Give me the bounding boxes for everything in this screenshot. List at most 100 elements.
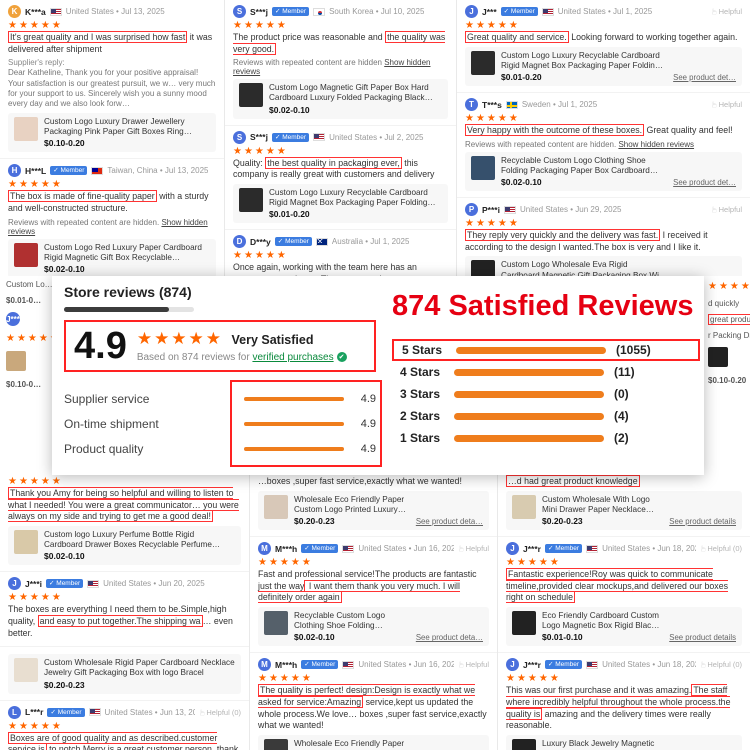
product-card[interactable]: Custom Wholesale With Logo Mini Drawer P… [506,490,742,531]
product-title: Wholesale Eco Friendly Paper Custom Logo… [294,738,405,750]
review-text: They reply very quickly and the delivery… [465,229,742,253]
avatar: K [8,5,21,18]
product-info: Custom Logo Magnetic Gift Paper Box Hard… [269,83,442,115]
review-region-date: Sweden • Jul 1, 2025 [521,100,598,110]
product-title: Wholesale Eco Friendly Paper Custom Logo… [294,494,405,514]
product-card[interactable]: Custom Logo Luxury Drawer Jewellery Pack… [8,112,216,153]
star-rating: ★★★★★ [233,145,288,157]
helpful-button[interactable]: ☞Helpful (0) [699,544,742,553]
product-title: Custom Wholesale With Logo Mini Drawer P… [542,494,650,514]
reviewer-name: D***y [250,236,271,247]
member-badge: Member [274,237,312,247]
avatar: P [465,203,478,217]
see-product-details-link[interactable]: See product deta… [415,517,483,527]
us-flag-icon [541,7,554,16]
metric-label: On-time shipment [64,416,159,431]
fragment-product-title: Custom Lo… [6,280,52,289]
metric-row: Supplier service 4.9 [64,386,376,411]
show-hidden-reviews-link[interactable]: Show hidden reviews [233,58,431,77]
right-edge-fragments: ★★★★★ d quickly great product! I'll be r… [704,276,750,475]
helpful-button[interactable]: ☞Helpful [711,7,742,16]
product-card[interactable]: Custom Logo Luxury Recyclable Cardboard … [465,46,742,87]
metric-label: Supplier service [64,391,150,406]
member-badge: Member [544,544,583,554]
see-product-details-link[interactable]: See product det… [673,73,736,83]
star-rating: ★★★★★ [258,673,313,685]
review-text: Great quality and service. Looking forwa… [465,31,742,44]
product-thumbnail [471,260,495,280]
highlighted-phrase: The quality is perfect! design:Design is… [258,684,476,709]
satisfied-reviews-panel: 874 Satisfied Reviews 5 Stars (1055) 4 S… [392,290,700,449]
product-card[interactable]: Recyclable Custom Logo Clothing Shoe Fol… [258,606,489,647]
product-card[interactable]: Custom Logo Red Luxury Paper Cardboard R… [8,238,216,278]
review-text: The boxes are everything I need them to … [8,604,241,639]
see-product-details-link[interactable]: See product det… [673,178,736,188]
product-card[interactable]: Luxury Black Jewelry Magnetic Closure Pa… [506,734,742,750]
helpful-label: Helpful [465,544,489,554]
helpful-button[interactable]: ☞Helpful [458,544,489,553]
product-card[interactable]: Custom logo Luxury Perfume Bottle Rigid … [8,525,241,566]
helpful-button[interactable]: ☞Helpful (0) [699,660,742,669]
reviewer-name: M***h [275,543,298,554]
avatar: T [465,98,478,112]
helpful-label: Helpful [718,7,742,16]
based-on-text: Based on 874 reviews for [136,352,250,363]
review-region-date: United States • Jul 1, 2025 [557,7,653,16]
highlighted-phrase: I want them thank you very much. I will … [258,579,460,604]
avatar: D [233,235,246,249]
member-badge: Member [47,707,85,717]
helpful-button[interactable]: ☞Helpful (0) [198,708,241,717]
us-flag-icon [88,708,101,717]
helpful-button[interactable]: ☞Helpful [711,205,742,214]
see-product-details-link[interactable]: See product details [669,633,736,643]
helpful-button[interactable]: ☞Helpful [458,660,489,669]
hidden-reviews-note: Reviews with repeated content are hidden… [233,58,448,76]
collage-column-bottom-right: …d had great product knowledge Custom Who… [498,470,750,750]
product-card[interactable]: Custom Logo Magnetic Gift Paper Box Hard… [233,79,448,119]
overall-stars: ★★★★★ [136,329,224,348]
product-title: Custom logo Luxury Perfume Bottle Rigid … [44,529,212,550]
review-card: L L***rMember United States • Jun 13, 2025… [0,701,249,750]
avatar: M [258,542,271,556]
product-card[interactable]: Eco Friendly Cardboard Custom Logo Magne… [506,606,742,647]
product-card[interactable]: Custom Wholesale Rigid Paper Cardboard N… [8,654,241,694]
show-hidden-reviews-link[interactable]: Show hidden reviews [8,217,208,236]
scroll-thumb[interactable] [64,307,169,312]
see-product-details-link[interactable]: See product details [669,517,736,527]
see-product-details-link[interactable]: See product deta… [415,633,483,643]
breakdown-row-5-stars: 5 Stars (1055) [392,339,700,361]
product-title: Custom Logo Red Luxury Paper Cardboard R… [44,242,202,262]
star-rating: ★★★★★ [506,557,561,569]
review-header: J J***rMember United States • Jun 18, 2025… [506,658,742,672]
product-card[interactable]: Wholesale Eco Friendly Paper Custom Logo… [258,734,489,750]
metric-value: 4.9 [360,442,376,455]
supplier-reply-label: Supplier's reply: [8,58,65,68]
text-segment: service,kept us updated the whole proces… [258,697,487,731]
product-card[interactable]: Recyclable Custom Logo Clothing Shoe Fol… [465,151,742,192]
text-segment: to notch.Merry is a great customer perso… [49,744,239,750]
review-header: M M***hMember United States • Jun 16, 2025… [258,542,489,556]
product-title: Custom Logo Magnetic Gift Paper Box Hard… [269,83,429,103]
review-region-date: United States • Jun 18, 2025 [602,660,697,670]
verified-purchases-link[interactable]: verified purchases [252,352,334,363]
breakdown-label: 2 Stars [400,409,441,423]
product-card[interactable]: Custom Logo Wholesale Eva Rigid Cardboar… [465,256,742,280]
breakdown-count: (1055) [616,343,651,357]
review-header: K K***a United States • Jul 13, 2025 [8,5,216,18]
reviewer-name: P***i [482,204,500,215]
se-flag-icon [505,100,518,109]
product-card[interactable]: Custom Logo Luxury Recyclable Cardboard … [233,183,448,224]
product-card[interactable]: Wholesale Eco Friendly Paper Custom Logo… [258,490,489,531]
us-flag-icon [586,660,599,669]
product-thumbnail [512,494,536,519]
product-title: Custom Logo Luxury Recyclable Cardboard … [501,50,660,70]
reviewer-name: S***j [250,6,268,17]
helpful-button[interactable]: ☞Helpful [711,100,742,109]
review-header: D D***yMember Australia • Jul 1, 2025 [233,235,448,249]
hidden-note-text: Reviews with repeated content are hidden… [8,217,160,227]
review-region-date: United States • Jun 16, 2025 [358,660,455,670]
review-card: T T***s Sweden • Jul 1, 2025 ☞Helpful ★★★★★ V… [457,93,750,199]
show-hidden-reviews-link[interactable]: Show hidden reviews [618,139,695,149]
text-segment: I received it according to the design I … [465,230,708,252]
product-info: Custom Logo Red Luxury Paper Cardboard R… [44,243,210,275]
